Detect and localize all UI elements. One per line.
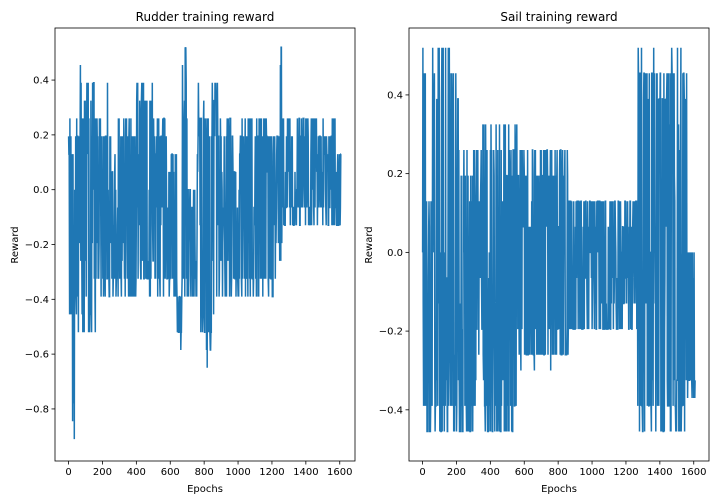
rudder-x-tick-label: 1200 (259, 467, 284, 478)
sail-axes-frame (408, 27, 710, 462)
rudder-x-tick-label: 600 (161, 467, 180, 478)
rudder-x-label: Epochs (187, 484, 223, 495)
sail-x-axis: 0 200 400 600 800 1000 1200 1400 1600 (419, 461, 706, 478)
rudder-x-tick-label: 1000 (225, 467, 250, 478)
sail-x-tick-label: 1600 (681, 467, 706, 478)
rudder-x-tick-label: 200 (93, 467, 112, 478)
rudder-x-tick-label: 1600 (327, 467, 352, 478)
rudder-series-group (67, 46, 342, 440)
rudder-x-tick-label: 400 (127, 467, 146, 478)
sail-y-label: Reward (364, 226, 375, 263)
sail-x-tick-label: 1200 (613, 467, 638, 478)
sail-y-tick-label: 0.2 (387, 169, 403, 180)
sail-y-tick-label: −0.4 (379, 405, 403, 416)
rudder-y-tick-label: 0.0 (33, 185, 49, 196)
sail-x-tick-label: 800 (549, 467, 568, 478)
sail-reward-line (421, 47, 696, 433)
rudder-chart-title: Rudder training reward (136, 10, 275, 24)
sail-x-tick-label: 600 (515, 467, 534, 478)
rudder-y-tick-label: 0.2 (33, 130, 49, 141)
sail-x-tick-label: 400 (481, 467, 500, 478)
rudder-y-tick-label: −0.2 (25, 240, 49, 251)
rudder-y-tick-label: −0.6 (25, 350, 49, 361)
rudder-y-tick-label: −0.4 (25, 295, 49, 306)
sail-y-tick-label: 0.4 (387, 90, 403, 101)
rudder-y-tick-label: −0.8 (25, 404, 49, 415)
sail-y-axis: −0.4 −0.2 0.0 0.2 0.4 (379, 90, 409, 416)
sail-x-tick-label: 1000 (579, 467, 604, 478)
sail-x-label: Epochs (541, 484, 577, 495)
rudder-y-label: Reward (10, 226, 21, 263)
sail-chart-title: Sail training reward (500, 10, 617, 24)
sail-y-tick-label: −0.2 (379, 327, 403, 338)
rudder-x-tick-label: 800 (195, 467, 214, 478)
rudder-x-tick-label: 0 (65, 467, 71, 478)
sail-chart: Sail training reward 0 200 400 600 800 1000 12… (364, 10, 710, 495)
rudder-axes-frame (54, 27, 356, 462)
sail-x-tick-label: 1400 (647, 467, 672, 478)
sail-y-tick-label: 0.0 (387, 248, 403, 259)
sail-x-tick-label: 0 (419, 467, 425, 478)
rudder-y-tick-label: 0.4 (33, 76, 49, 87)
rudder-x-tick-label: 1400 (293, 467, 318, 478)
rudder-y-axis: −0.8 −0.6 −0.4 −0.2 0.0 0.2 0.4 (25, 76, 55, 415)
rudder-reward-line (67, 46, 342, 440)
rudder-x-axis: 0 200 400 600 800 1000 1200 1400 1600 (65, 461, 352, 478)
sail-series-group (421, 47, 696, 433)
sail-x-tick-label: 200 (447, 467, 466, 478)
rudder-chart: Rudder training reward 0 200 400 600 800 1000… (10, 10, 356, 495)
